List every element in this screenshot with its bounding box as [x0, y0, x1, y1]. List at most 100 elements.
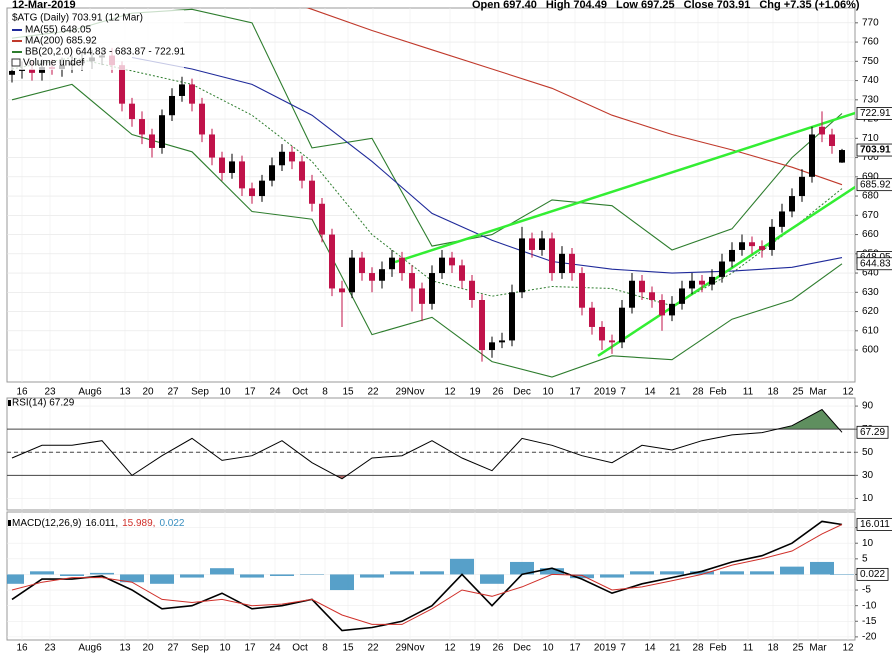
histogram-bar: [420, 571, 444, 575]
x-tick-label: 19: [469, 643, 481, 654]
candle-body: [569, 253, 575, 274]
quote-item: Low 697.25: [616, 0, 675, 11]
value-label-box: [856, 178, 892, 192]
x-tick-label: 10: [542, 643, 554, 654]
y-tick-label: 660: [862, 229, 879, 240]
value-label: 703.91: [860, 145, 891, 156]
histogram-bar: [630, 571, 654, 575]
candle-body: [579, 273, 585, 308]
x-tick-label: 16: [16, 387, 28, 398]
y-tick-label: -15: [862, 616, 877, 627]
y-tick-label: 10: [862, 538, 874, 549]
x-tick-label: Sep: [191, 387, 209, 398]
trendline: [597, 185, 855, 357]
histogram-bar: [780, 566, 804, 575]
candle-body: [339, 288, 345, 293]
quote: Open 697.40 High 704.49 Low 697.25 Close 70…: [472, 0, 860, 11]
y-tick-label: 770: [862, 17, 879, 28]
candle-body: [319, 203, 325, 235]
histogram-bar: [150, 574, 174, 584]
y-tick-label: 620: [862, 306, 879, 317]
x-tick-label: 15: [342, 387, 354, 398]
candle-body: [739, 242, 745, 250]
candle-body: [809, 134, 815, 177]
candle-body: [329, 234, 335, 289]
x-tick-label: 12: [444, 643, 456, 654]
value-label-box: [856, 518, 892, 531]
y-tick-label: 700: [862, 152, 879, 163]
candle-body: [629, 280, 635, 308]
x-tick-label: Oct: [292, 387, 308, 398]
candle-body: [299, 161, 305, 181]
rsi-title: RSI(14) 67.29: [12, 398, 75, 409]
candle-body: [9, 70, 15, 75]
legend-swatch: [8, 400, 11, 406]
x-tick-label: 12: [444, 387, 456, 398]
legend-label: Volume undef: [23, 58, 84, 69]
candle-body: [139, 119, 145, 135]
candle-body: [399, 257, 405, 274]
candle-body: [699, 280, 705, 285]
x-tick-label: 10: [219, 387, 231, 398]
macd-panel: [6, 511, 856, 641]
x-tick-label: Oct: [292, 643, 308, 654]
candle-body: [819, 126, 825, 135]
x-tick-label: 29Nov: [396, 387, 425, 398]
rsi-line: [11, 408, 843, 480]
value-label-box: [856, 425, 889, 439]
candle-body: [459, 265, 465, 281]
x-tick-label: 10: [219, 643, 231, 654]
legend-label: MA(55) 648.05: [25, 25, 92, 36]
candle-body: [369, 273, 375, 281]
x-tick-label: 29Nov: [396, 643, 425, 654]
quote-item: Close 703.91: [684, 0, 751, 11]
rsi-panel: [6, 397, 856, 511]
x-tick-label: Feb: [709, 643, 727, 654]
histogram-bar: [480, 574, 504, 584]
x-tick-label: 24: [269, 387, 281, 398]
candle-body: [449, 257, 455, 266]
candle-body: [719, 261, 725, 277]
histogram-bar: [390, 571, 414, 575]
y-tick-label: 680: [862, 191, 879, 202]
x-tick-label: 8: [322, 387, 328, 398]
candle-body: [409, 273, 415, 289]
candle-body: [379, 269, 385, 281]
candle-body: [199, 103, 205, 135]
legend-title: $ATG (Daily) 703.91 (12 Mar): [12, 13, 143, 24]
histogram-bar: [720, 571, 744, 575]
y-tick-label: 690: [862, 171, 879, 182]
legend-label: MA(200) 685.92: [25, 36, 97, 47]
value-label: 16.011: [860, 519, 890, 530]
histogram-bar: [300, 574, 324, 575]
y-tick-label: 740: [862, 75, 879, 86]
x-tick-label: 13: [119, 387, 131, 398]
histogram-bar: [270, 574, 294, 576]
candle-body: [749, 242, 755, 247]
histogram-bar: [30, 571, 54, 575]
legend-label: BB(20,2.0) 644.83 - 683.87 - 722.91: [25, 47, 186, 58]
histogram-bar: [360, 574, 384, 578]
candle-body: [669, 303, 675, 316]
x-tick-label: 19: [469, 387, 481, 398]
x-tick-label: 27: [167, 643, 179, 654]
moving-average: [306, 8, 843, 186]
x-tick-label: 27: [167, 387, 179, 398]
value-label: 0.022: [860, 569, 885, 580]
histogram-bar: [180, 574, 204, 578]
histogram-bar: [210, 568, 234, 575]
histogram-bar: [570, 574, 594, 579]
chart-date: 12-Mar-2019: [12, 0, 76, 11]
x-tick-label: 2019: [594, 643, 617, 654]
y-tick-label: -5: [862, 585, 871, 596]
price-plot: [9, 8, 855, 378]
x-tick-label: 21: [669, 643, 681, 654]
candle-body: [419, 288, 425, 304]
histogram-bar: [60, 574, 84, 576]
x-tick-label: Dec: [513, 387, 531, 398]
legend-swatch: [11, 58, 21, 67]
candle-body: [509, 292, 515, 341]
x-tick-label: Feb: [709, 387, 727, 398]
